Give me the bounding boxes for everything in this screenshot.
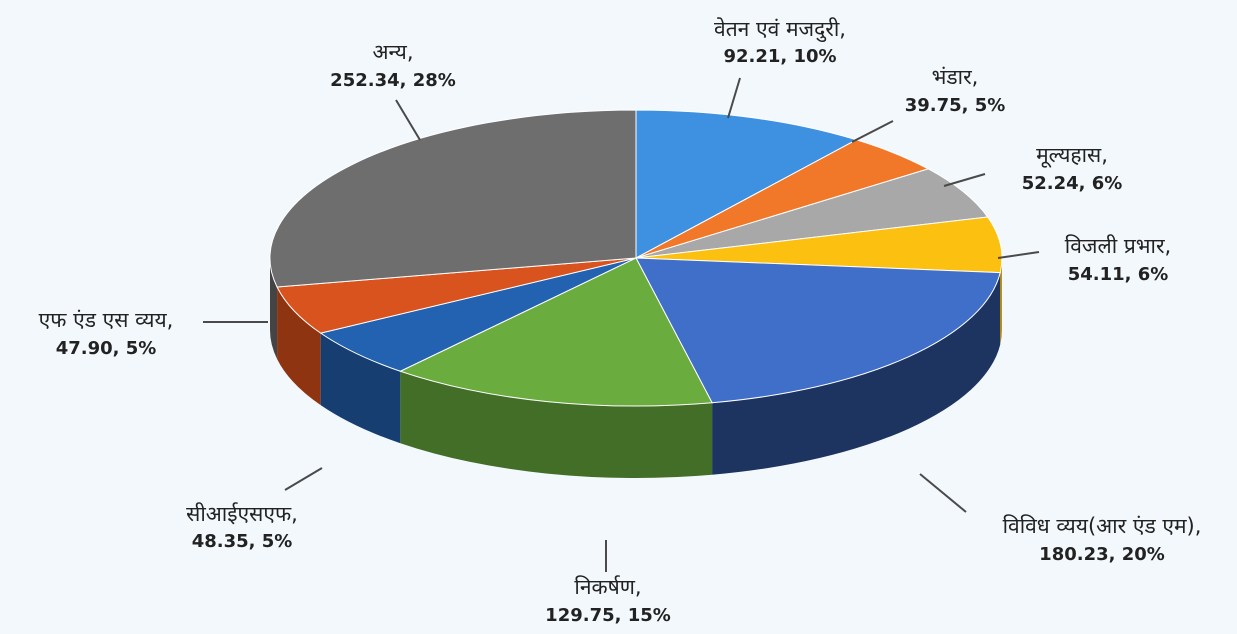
leader-line-2 bbox=[943, 173, 986, 187]
slice-side-7 bbox=[277, 286, 321, 406]
pie-sides bbox=[270, 258, 1002, 479]
pie-tops bbox=[269, 109, 1003, 407]
slice-label-1: भंडार, bbox=[932, 65, 979, 89]
slice-side-3 bbox=[1000, 258, 1002, 345]
slice-label-4: विविध व्यय(आर एंड एम), bbox=[1003, 514, 1202, 538]
slice-label-7: एफ एंड एस व्यय, bbox=[39, 308, 174, 332]
slice-5 bbox=[399, 257, 713, 407]
leader-line-4 bbox=[919, 473, 967, 513]
slice-8 bbox=[269, 109, 637, 288]
slice-value-label-0: 92.21, 10% bbox=[723, 46, 836, 67]
slice-value-label-2: 52.24, 6% bbox=[1022, 173, 1123, 194]
slice-value-label-1: 39.75, 5% bbox=[905, 95, 1006, 116]
slice-3 bbox=[635, 216, 1003, 274]
leader-line-8 bbox=[395, 99, 421, 141]
slice-label-0: वेतन एवं मजदुरी, bbox=[714, 17, 846, 43]
slice-0 bbox=[635, 109, 858, 259]
leader-line-6 bbox=[284, 467, 323, 491]
leader-line-0 bbox=[727, 77, 741, 119]
slice-value-label-4: 180.23, 20% bbox=[1039, 544, 1165, 565]
slice-side-5 bbox=[400, 371, 713, 479]
slice-labels: वेतन एवं मजदुरी, 92.21, 10% भंडार, 39.75, 5… bbox=[39, 17, 1202, 626]
leader-lines bbox=[203, 77, 1040, 572]
slice-value-label-7: 47.90, 5% bbox=[56, 338, 157, 359]
slice-label-5: निकर्षण, bbox=[574, 575, 641, 599]
slice-label-6: सीआईएसएफ, bbox=[186, 502, 298, 526]
slice-value-label-5: 129.75, 15% bbox=[545, 605, 671, 626]
slice-4 bbox=[635, 257, 1001, 404]
leader-line-3 bbox=[997, 251, 1040, 259]
slice-label-3: विजली प्रभार, bbox=[1065, 234, 1171, 258]
leader-line-1 bbox=[851, 120, 894, 143]
slice-label-8: अन्य, bbox=[372, 40, 413, 64]
slice-label-2: मूल्यहास, bbox=[1036, 143, 1108, 168]
slice-2 bbox=[635, 168, 989, 259]
slice-side-4 bbox=[712, 272, 1001, 475]
slice-value-label-3: 54.11, 6% bbox=[1068, 264, 1169, 285]
slice-value-label-8: 252.34, 28% bbox=[330, 70, 456, 91]
slice-side-6 bbox=[320, 333, 401, 444]
slice-value-label-6: 48.35, 5% bbox=[192, 531, 293, 552]
